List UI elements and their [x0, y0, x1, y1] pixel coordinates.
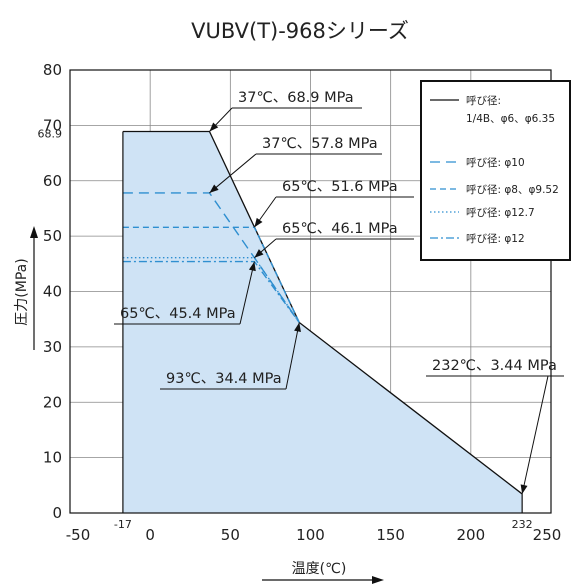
legend-label: 呼び径: φ12	[466, 232, 525, 245]
annotation-leader	[285, 322, 300, 390]
legend-label: 呼び径: φ10	[466, 156, 525, 169]
y-axis-label: 圧力(MPa)	[14, 258, 30, 325]
annotation-label: 232℃、3.44 MPa	[432, 358, 557, 374]
legend-label-line: 呼び径: φ8、φ9.52	[466, 183, 559, 196]
y-tick-label: 30	[43, 338, 62, 356]
legend-label-line: 呼び径: φ12.7	[466, 206, 535, 219]
y-tick-label: 80	[43, 61, 62, 79]
y-tick-label: 60	[43, 172, 62, 190]
plot-frame	[69, 69, 552, 514]
y-tick-label: 40	[43, 283, 62, 301]
legend-label-line: 呼び径: φ10	[466, 156, 525, 169]
x-axis-arrow-head	[372, 576, 384, 584]
x-extra-tick-label: -17	[114, 518, 132, 531]
y-tick-label: 50	[43, 227, 62, 245]
x-tick-label: -50	[66, 526, 91, 544]
annotation-arrowhead	[248, 261, 256, 272]
annotation-label: 65℃、51.6 MPa	[282, 179, 398, 195]
annotation-arrowhead	[294, 322, 301, 333]
legend-label-line: 1/4B、φ6、φ6.35	[466, 113, 555, 125]
annotation-leader	[521, 375, 549, 495]
annotation-leader	[209, 153, 257, 194]
annotation-leader	[239, 261, 255, 325]
x-extra-tick-label: 232	[512, 518, 533, 531]
legend-label: 呼び径: 1/4B、φ6、φ6.35	[466, 94, 555, 125]
legend-label-line: 呼び径:	[466, 94, 501, 107]
annotation-arrowhead	[254, 217, 263, 228]
x-tick-labels: -50 0 50 100 150 200 250 -17 232	[66, 518, 562, 544]
x-tick-label: 250	[533, 526, 562, 544]
y-axis-label-group: 圧力(MPa)	[14, 226, 38, 350]
x-tick-label: 150	[376, 526, 405, 544]
annotation-label: 65℃、45.4 MPa	[120, 306, 236, 322]
y-tick-label: 20	[43, 393, 62, 411]
annotation-label: 93℃、34.4 MPa	[166, 371, 282, 387]
x-tick-label: 100	[296, 526, 325, 544]
annotation-label: 65℃、46.1 MPa	[282, 221, 398, 237]
legend-label: 呼び径: φ12.7	[466, 206, 535, 219]
x-tick-label: 50	[221, 526, 240, 544]
x-axis-label-group: 温度(℃)	[262, 561, 384, 584]
axes	[69, 69, 552, 514]
series-line	[122, 257, 300, 323]
y-tick-label: 0	[52, 504, 62, 522]
annotation-label: 37℃、57.8 MPa	[262, 136, 378, 152]
annotation-arrowhead	[520, 484, 528, 494]
annotations: 37℃、68.9 MPa 37℃、57.8 MPa 65℃、51.6 MPa 65℃、…	[114, 90, 564, 495]
annotation-label: 37℃、68.9 MPa	[238, 90, 354, 106]
legend: 呼び径: 1/4B、φ6、φ6.35 呼び径: φ10 呼び径: φ8、φ9.52 呼び…	[420, 80, 571, 261]
chart-title: VUBV(T)-968シリーズ	[191, 19, 409, 43]
y-tick-labels: 0 10 20 30 40 50 60 70 80 68.9	[38, 61, 63, 522]
x-tick-label: 200	[457, 526, 486, 544]
x-tick-label: 0	[145, 526, 155, 544]
legend-box	[420, 80, 571, 261]
y-axis-arrow-head	[30, 226, 38, 238]
y-tick-label: 70	[43, 116, 62, 134]
y-extra-tick-label: 68.9	[38, 127, 63, 140]
annotation-arrowhead	[254, 249, 264, 258]
legend-label: 呼び径: φ8、φ9.52	[466, 183, 559, 196]
y-tick-label: 10	[43, 449, 62, 467]
annotation-arrowhead	[209, 184, 219, 193]
legend-label-line: 呼び径: φ12	[466, 232, 525, 245]
annotation-arrowhead	[209, 122, 219, 132]
x-axis-label: 温度(℃)	[292, 561, 347, 577]
